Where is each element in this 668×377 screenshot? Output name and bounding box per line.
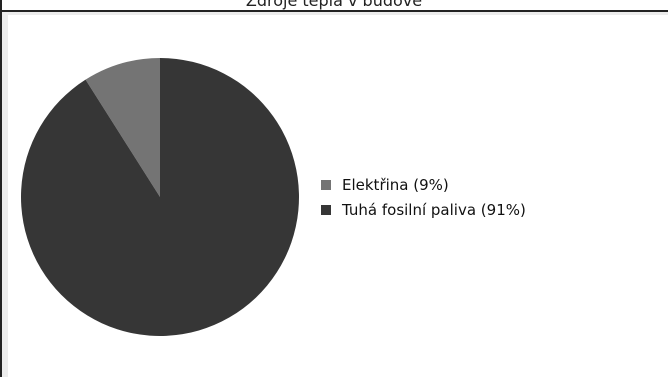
chart-legend: Elektřina (9%) Tuhá fosilní paliva (91%): [321, 176, 526, 219]
window-left-border: [0, 0, 2, 377]
legend-item-2: Tuhá fosilní paliva (91%): [321, 201, 526, 219]
legend-item-1: Elektřina (9%): [321, 176, 449, 194]
pie-slice-2: [20, 58, 299, 336]
legend-label: Tuhá fosilní paliva (91%): [341, 201, 526, 219]
pie-slices: [20, 58, 299, 336]
window-title: Zdroje tepla v budově: [245, 0, 423, 10]
window-titlebar: Zdroje tepla v budově: [0, 0, 668, 12]
pie-slice-1: [85, 58, 160, 197]
legend-swatch: [321, 205, 331, 215]
legend-swatch: [321, 180, 331, 190]
legend-label: Elektřina (9%): [342, 176, 449, 194]
